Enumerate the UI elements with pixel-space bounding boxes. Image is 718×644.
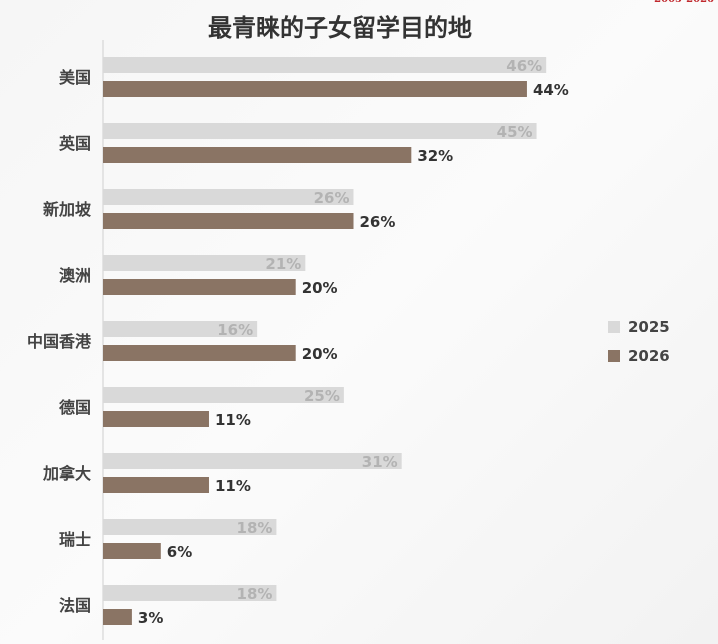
data-label: 25% — [304, 387, 340, 405]
data-label: 21% — [265, 255, 301, 273]
bar-2026 — [103, 81, 527, 97]
bar-2026 — [103, 345, 296, 361]
data-label: 31% — [362, 453, 398, 471]
bar-2025 — [103, 123, 537, 139]
category-label: 新加坡 — [43, 200, 92, 219]
bar-2026 — [103, 609, 132, 625]
data-label: 20% — [302, 279, 338, 297]
chart-title: 最青睐的子女留学目的地 — [208, 14, 472, 42]
bar-2025 — [103, 321, 258, 337]
category-label: 加拿大 — [42, 464, 91, 483]
category-label: 德国 — [59, 398, 91, 417]
bar-2026 — [103, 147, 412, 163]
data-label: 18% — [237, 519, 273, 537]
bar-2025 — [103, 585, 277, 601]
bar-2025 — [103, 387, 344, 403]
data-label: 32% — [417, 147, 453, 165]
data-label: 44% — [533, 81, 569, 99]
data-label: 46% — [506, 57, 542, 75]
bar-2026 — [103, 279, 296, 295]
bar-2025 — [103, 57, 547, 73]
data-label: 26% — [360, 213, 396, 231]
legend: 2025 2026 — [608, 312, 670, 370]
legend-item-2025: 2025 — [608, 312, 670, 341]
data-label: 16% — [217, 321, 253, 339]
bar-2026 — [103, 543, 161, 559]
data-label: 11% — [215, 477, 251, 495]
data-label: 3% — [138, 609, 163, 627]
category-label: 中国香港 — [27, 332, 92, 351]
data-label: 20% — [302, 345, 338, 363]
category-label: 瑞士 — [59, 530, 91, 549]
data-label: 26% — [314, 189, 350, 207]
bar-2025 — [103, 189, 354, 205]
bar-2025 — [103, 453, 402, 469]
data-label: 6% — [167, 543, 192, 561]
bar-2025 — [103, 519, 277, 535]
category-label: 美国 — [59, 68, 91, 87]
category-label: 澳洲 — [59, 266, 91, 285]
bar-2026 — [103, 411, 209, 427]
data-label: 11% — [215, 411, 251, 429]
legend-swatch — [608, 320, 620, 333]
category-label: 英国 — [58, 134, 91, 153]
corner-text: 2005-2026 — [654, 0, 714, 5]
category-label: 法国 — [59, 596, 91, 615]
data-label: 45% — [497, 123, 533, 141]
data-label: 18% — [237, 585, 273, 603]
bar-2025 — [103, 255, 306, 271]
bar-2026 — [103, 477, 209, 493]
legend-swatch — [608, 349, 620, 362]
legend-item-2026: 2026 — [608, 341, 670, 370]
bar-2026 — [103, 213, 354, 229]
